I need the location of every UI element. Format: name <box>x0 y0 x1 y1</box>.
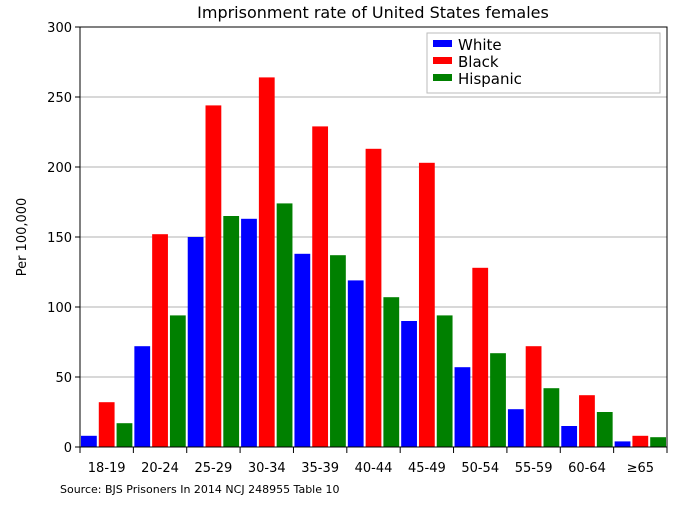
y-axis-label: Per 100,000 <box>15 198 30 277</box>
x-tick-label: 20-24 <box>141 461 179 476</box>
bar-black-3 <box>258 77 275 448</box>
bar-hispanic-7 <box>490 353 506 447</box>
x-tick-label: 55-59 <box>515 461 553 476</box>
x-tick-label: ≥65 <box>627 461 654 476</box>
bar-black-8 <box>525 346 542 447</box>
bar-black-2 <box>205 105 222 448</box>
x-tick-label: 18-19 <box>88 461 126 476</box>
bar-hispanic-4 <box>330 255 346 447</box>
bar-hispanic-1 <box>169 315 186 447</box>
bar-white-9 <box>561 426 578 447</box>
y-axis: 0 50 100 150 200 250 300 <box>47 21 80 456</box>
bar-black-4 <box>312 126 329 448</box>
bar-white-8 <box>507 409 524 447</box>
x-tick-label: 45-49 <box>408 461 446 476</box>
x-tick-label: 40-44 <box>355 461 393 476</box>
bar-black-6 <box>418 162 435 448</box>
bar-white-7 <box>454 367 471 447</box>
legend-swatch-black <box>433 57 452 64</box>
bar-hispanic-0 <box>116 423 133 447</box>
bar-black-0 <box>98 402 115 447</box>
bar-white-6 <box>401 321 417 447</box>
bar-black-7 <box>472 267 489 447</box>
y-tick-label: 250 <box>47 91 72 106</box>
chart-title: Imprisonment rate of United States femal… <box>197 3 549 22</box>
x-axis: 18-19 20-24 25-29 30-34 35-39 40-44 45-49 50-54… <box>79 447 668 476</box>
bar-black-5 <box>365 148 382 448</box>
bar-hispanic-3 <box>276 203 293 447</box>
bar-white-0 <box>81 435 97 447</box>
bar-white-1 <box>134 346 151 447</box>
legend-box <box>426 32 661 94</box>
y-tick-label: 200 <box>47 161 72 176</box>
bar-white-3 <box>241 218 257 447</box>
bar-white-10 <box>614 441 631 447</box>
y-tick-label: 300 <box>47 21 72 36</box>
bar-hispanic-9 <box>596 412 613 447</box>
legend-label-white: White <box>458 36 502 54</box>
x-tick-label: 60-64 <box>568 461 606 476</box>
bar-black-9 <box>579 395 595 447</box>
bar-hispanic-2 <box>223 216 240 447</box>
y-tick-label: 100 <box>47 301 72 316</box>
legend-swatch-white <box>433 40 452 47</box>
bar-black-1 <box>152 234 168 447</box>
y-tick-label: 50 <box>55 371 72 386</box>
bar-white-5 <box>347 280 364 447</box>
bar-hispanic-8 <box>543 388 560 447</box>
x-tick-label: 25-29 <box>195 461 233 476</box>
bar-black-10 <box>632 435 649 447</box>
legend-label-black: Black <box>458 53 499 71</box>
bar-hispanic-10 <box>650 437 666 447</box>
bar-white-2 <box>187 237 204 447</box>
legend-swatch-hispanic <box>433 74 452 81</box>
y-tick-label: 0 <box>64 441 72 456</box>
source-note: Source: BJS Prisoners In 2014 NCJ 248955… <box>60 483 340 496</box>
x-tick-label: 50-54 <box>461 461 499 476</box>
bars <box>81 77 666 448</box>
legend-label-hispanic: Hispanic <box>458 70 522 88</box>
x-tick-label: 30-34 <box>248 461 286 476</box>
y-tick-label: 150 <box>47 231 72 246</box>
bar-white-4 <box>294 253 311 447</box>
bar-hispanic-6 <box>436 315 453 447</box>
x-tick-label: 35-39 <box>301 461 339 476</box>
bar-hispanic-5 <box>383 297 400 447</box>
